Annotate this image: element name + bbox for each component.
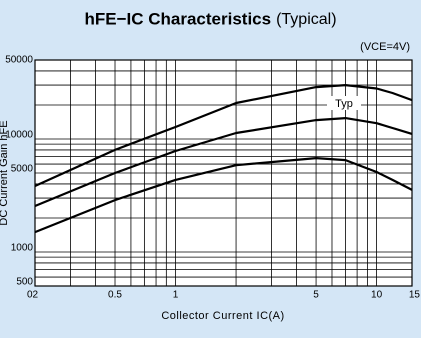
x-tick-label: 0.5 [108,290,122,301]
x-tick-label: 02 [27,290,39,301]
curve [34,157,413,234]
condition-note: (VCE=4V) [360,41,410,53]
plot-border [34,59,413,287]
x-tick-label: 15 [409,290,421,301]
y-tick-label: 5000 [11,164,34,175]
curve-label: Typ [335,98,353,110]
y-axis-label: DC Current Gain hFE [0,120,10,225]
y-tick-label: 10000 [5,130,33,141]
curve [34,117,413,208]
y-tick-label: 1000 [11,243,34,254]
curve [34,84,413,188]
y-tick-label: 50000 [5,55,33,66]
y-tick-label: 500 [16,277,33,288]
x-tick-label: 10 [371,290,383,301]
x-tick-label: 1 [173,290,179,301]
chart-title: hFE−IC Characteristics [84,9,271,28]
chart-subtitle: (Typical) [276,11,336,28]
x-tick-label: 5 [313,290,319,301]
x-axis-label: Collector Current IC(A) [161,310,284,322]
label-bg [327,96,361,110]
